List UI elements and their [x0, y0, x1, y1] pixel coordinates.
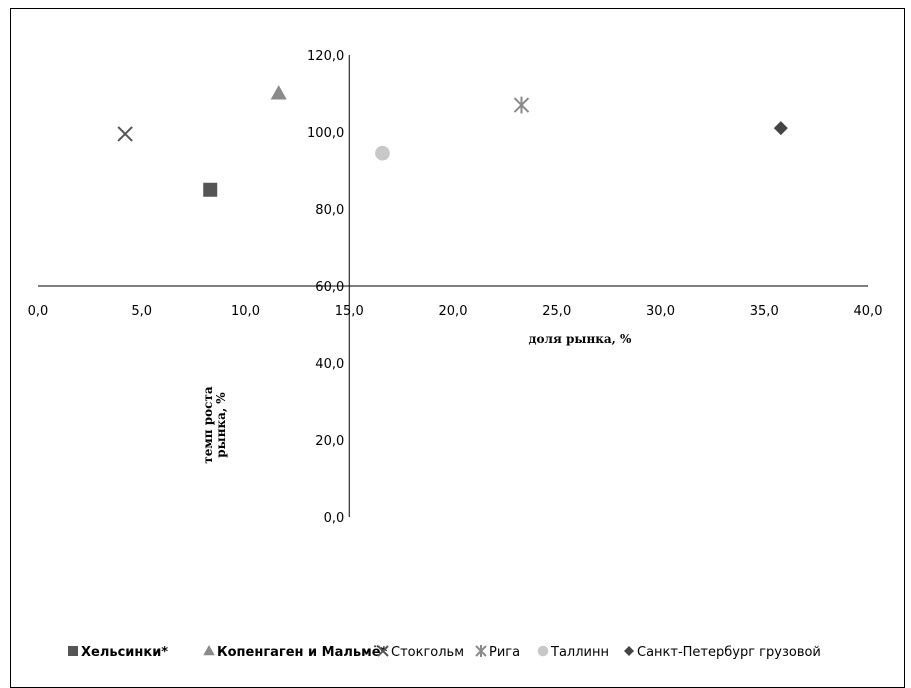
y-tick-label: 100,0 — [307, 126, 344, 141]
legend-entry: Хельсинки* — [81, 645, 168, 660]
x-tick-label: 0,0 — [28, 304, 49, 319]
legend-marker — [624, 646, 634, 656]
axes — [38, 55, 868, 517]
tick-labels: 0,0 5,0 10,0 15,0 20,0 25,0 30,0 35,0 40,0 0,0 20,… — [28, 49, 883, 526]
x-tick-label: 20,0 — [439, 304, 468, 319]
y-tick-label: 20,0 — [315, 434, 344, 449]
data-point — [117, 126, 133, 142]
y-axis-label: темп ростарынка, % — [201, 386, 228, 464]
legend-marker — [537, 645, 549, 657]
y-tick-label: 40,0 — [315, 357, 344, 372]
legend-entry: Копенгаген и Мальмё* — [217, 645, 388, 660]
data-point — [203, 182, 218, 197]
x-tick-label: 5,0 — [131, 304, 152, 319]
x-tick-label: 40,0 — [854, 304, 883, 319]
x-tick-label: 15,0 — [335, 304, 364, 319]
data-point — [513, 96, 530, 114]
legend-marker — [475, 645, 487, 657]
data-point — [375, 145, 390, 161]
y-tick-label: 120,0 — [307, 49, 344, 64]
x-axis-label: доля рынка, % — [529, 332, 633, 346]
data-point — [270, 85, 287, 100]
data-points — [117, 85, 788, 197]
legend-marker — [203, 645, 215, 656]
x-tick-label: 35,0 — [750, 304, 779, 319]
legend-entry: Таллинн — [550, 645, 609, 660]
legend-marker — [68, 646, 78, 656]
legend-entry: Рига — [489, 645, 520, 660]
y-tick-label: 60,0 — [315, 280, 344, 295]
y-tick-label: 80,0 — [315, 203, 344, 218]
data-point — [773, 121, 788, 136]
legend-entry: Санкт-Петербург грузовой — [637, 645, 821, 660]
legend-entry: Стокгольм — [391, 645, 464, 660]
legend-marker — [377, 645, 389, 657]
x-tick-label: 25,0 — [542, 304, 571, 319]
x-tick-label: 30,0 — [646, 304, 675, 319]
legend: Хельсинки* Копенгаген и Мальмё* Стокгольм Р… — [68, 645, 821, 660]
x-tick-label: 10,0 — [231, 304, 260, 319]
y-tick-label: 0,0 — [324, 511, 345, 526]
